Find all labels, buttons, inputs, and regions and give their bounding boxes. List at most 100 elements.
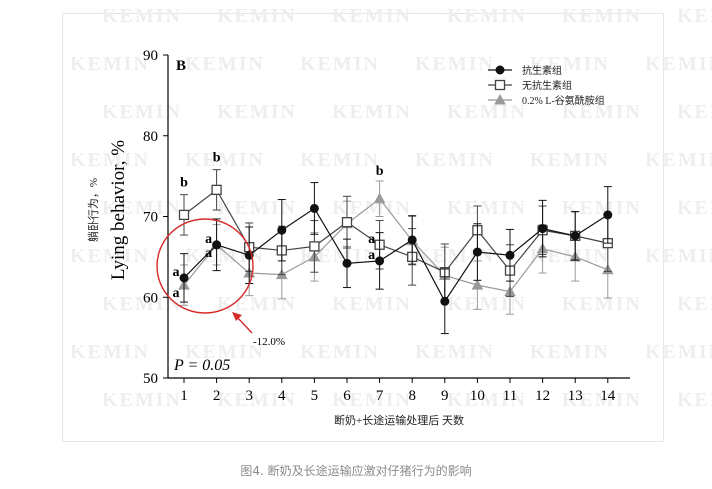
significance-letter: b xyxy=(213,151,221,166)
data-point xyxy=(603,210,613,220)
data-point xyxy=(211,184,222,196)
data-point xyxy=(341,217,353,228)
significance-letter: b xyxy=(180,176,188,191)
highlight-ellipse xyxy=(156,218,254,314)
watermark-text: KEMIN xyxy=(645,245,712,267)
y-tick-label: 60 xyxy=(143,290,158,306)
watermark-text: KEMIN xyxy=(677,293,712,315)
watermark-text: KEMIN xyxy=(70,341,150,363)
data-point xyxy=(407,235,417,245)
data-point xyxy=(342,258,352,268)
data-point xyxy=(309,241,320,252)
watermark-text: KEMIN xyxy=(300,149,380,171)
chart-frame xyxy=(62,13,664,442)
watermark-text: KEMIN xyxy=(185,341,265,363)
annotation-label: -12.0% xyxy=(253,336,285,348)
x-tick-label: 3 xyxy=(245,388,253,404)
data-point xyxy=(440,296,450,306)
watermark-text: KEMIN xyxy=(102,197,182,219)
x-tick-label: 9 xyxy=(441,388,449,404)
watermark-text: KEMIN xyxy=(530,53,610,75)
data-point xyxy=(178,209,190,221)
x-tick-label: 13 xyxy=(568,388,583,404)
y-tick-label: 90 xyxy=(143,48,158,64)
data-point xyxy=(570,231,580,241)
watermark-text: KEMIN xyxy=(562,5,642,27)
data-point xyxy=(373,192,386,204)
watermark-text: KEMIN xyxy=(677,389,712,411)
watermark-text: KEMIN xyxy=(217,5,297,27)
data-point xyxy=(277,225,287,235)
data-point xyxy=(179,273,189,283)
y-tick-label: 70 xyxy=(143,210,158,226)
x-axis-title: 断奶+长途运输处理后 天数 xyxy=(334,413,464,427)
watermark-text: KEMIN xyxy=(185,245,265,267)
watermark-text: KEMIN xyxy=(102,389,182,411)
watermark-text: KEMIN xyxy=(300,53,380,75)
watermark-text: KEMIN xyxy=(332,197,412,219)
y-axis-title-cn: 躺卧行为，% xyxy=(86,178,100,242)
figure-caption: 图4. 断奶及长途运输应激对仔猪行为的影响 xyxy=(240,464,472,478)
watermark-text: KEMIN xyxy=(677,197,712,219)
watermark-text: KEMIN xyxy=(217,197,297,219)
watermark-text: KEMIN xyxy=(217,389,297,411)
watermark-text: KEMIN xyxy=(447,5,527,27)
watermark-text: KEMIN xyxy=(562,389,642,411)
x-tick-label: 1 xyxy=(180,388,188,404)
lying-behavior-chart: KEMIN KEMIN KEMIN KEMIN KEMIN KEMIN KEMIN KEMIN… xyxy=(70,5,712,427)
watermark-text: KEMIN xyxy=(332,101,412,123)
p-value-label: P = 0.05 xyxy=(173,357,230,374)
x-tick-label: 6 xyxy=(343,388,351,404)
data-point xyxy=(538,224,548,234)
watermark-text: KEMIN xyxy=(217,101,297,123)
watermark-text: KEMIN xyxy=(447,197,527,219)
series-line xyxy=(183,207,609,303)
watermark-text: KEMIN xyxy=(217,293,297,315)
significance-letter: b xyxy=(376,164,384,179)
x-tick-label: 7 xyxy=(376,388,384,404)
watermark-text: KEMIN xyxy=(415,53,495,75)
x-tick-label: 8 xyxy=(408,388,416,404)
significance-letter: a xyxy=(173,265,180,280)
data-point xyxy=(375,256,385,266)
watermark-text: KEMIN xyxy=(530,341,610,363)
legend-marker xyxy=(494,79,506,91)
x-tick-label: 2 xyxy=(213,388,221,404)
y-tick-label: 50 xyxy=(143,371,158,387)
watermark-text: KEMIN xyxy=(562,101,642,123)
legend-label: 0.2% L-谷氨酰胺组 xyxy=(522,94,605,107)
significance-letter: a xyxy=(368,232,375,247)
watermark-text: KEMIN xyxy=(185,53,265,75)
watermark-text: KEMIN xyxy=(677,5,712,27)
x-tick-label: 5 xyxy=(311,388,319,404)
data-point xyxy=(471,279,484,290)
watermark-text: KEMIN xyxy=(677,101,712,123)
watermark-text: KEMIN xyxy=(102,101,182,123)
watermark-text: KEMIN xyxy=(415,341,495,363)
y-tick-label: 80 xyxy=(143,129,158,145)
watermark-text: KEMIN xyxy=(332,293,412,315)
watermark-text: KEMIN xyxy=(447,293,527,315)
legend-marker xyxy=(494,93,506,105)
data-point xyxy=(505,250,515,260)
y-axis-title: Lying behavior, % xyxy=(108,140,129,280)
watermark-text: KEMIN xyxy=(332,389,412,411)
data-point xyxy=(309,203,319,213)
significance-letter: a xyxy=(205,232,212,247)
watermark-text: KEMIN xyxy=(300,341,380,363)
legend-marker xyxy=(495,65,505,75)
data-point xyxy=(472,247,482,257)
watermark-text: KEMIN xyxy=(645,149,712,171)
watermark-text: KEMIN xyxy=(102,293,182,315)
watermark-text: KEMIN xyxy=(645,341,712,363)
watermark-text: KEMIN xyxy=(102,5,182,27)
watermark-text: KEMIN xyxy=(185,149,265,171)
x-tick-label: 14 xyxy=(600,388,616,404)
x-tick-label: 10 xyxy=(470,388,485,404)
panel-label: B xyxy=(176,58,186,74)
watermark-text: KEMIN xyxy=(70,245,150,267)
x-tick-label: 4 xyxy=(278,388,286,404)
significance-letter: a xyxy=(173,286,180,301)
significance-letter: a xyxy=(368,248,375,263)
